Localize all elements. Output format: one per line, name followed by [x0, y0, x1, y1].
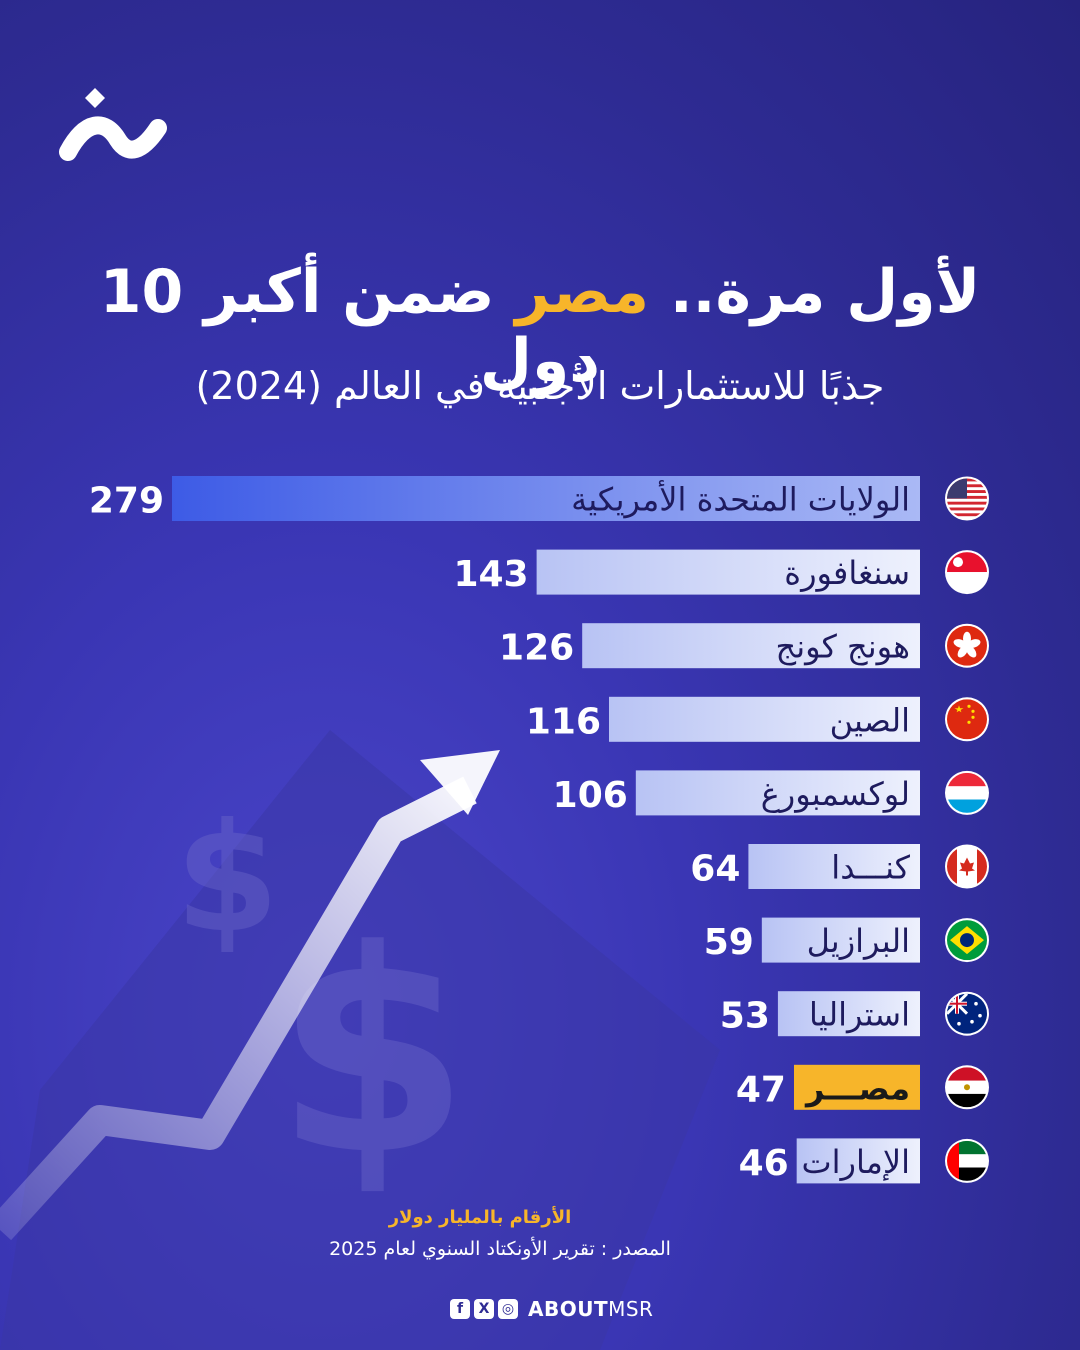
value-label-5: 64 [690, 849, 740, 890]
value-label-8: 47 [736, 1069, 786, 1110]
luxembourg-flag-icon [945, 770, 989, 815]
logo-icon [59, 88, 167, 161]
category-label-3: الصين [830, 701, 910, 739]
china-flag-icon [945, 697, 989, 742]
bar-2 [582, 623, 920, 669]
singapore-flag-icon [945, 550, 989, 595]
category-label-6: البرازيل [807, 922, 910, 960]
us-flag-icon [945, 476, 989, 521]
value-label-4: 106 [553, 775, 628, 816]
svg-text:$: $ [175, 792, 279, 966]
page-title: لأول مرة.. مصر ضمن أكبر 10 دول [99, 257, 981, 396]
bar-chart: الولايات المتحدة الأمريكية 279 سنغافورة 143… [89, 476, 989, 1184]
source-note: المصدر : تقرير الأونكتاد السنوي لعام 202… [329, 1238, 671, 1260]
value-label-1: 143 [453, 554, 528, 595]
x-icon[interactable]: X [474, 1299, 494, 1319]
trend-arrow-icon [0, 750, 500, 1241]
bar-9 [796, 1138, 920, 1184]
value-label-9: 46 [739, 1143, 789, 1184]
unit-note: الأرقام بالمليار دولار [388, 1207, 572, 1228]
category-label-1: سنغافورة [784, 554, 910, 592]
instagram-icon[interactable]: ◎ [498, 1299, 518, 1319]
bar-3 [609, 696, 920, 742]
bar-6 [761, 917, 920, 963]
canada-flag-icon [945, 844, 989, 889]
value-label-2: 126 [499, 628, 574, 669]
value-label-0: 279 [89, 481, 164, 522]
brazil-flag-icon [945, 918, 989, 963]
category-label-5: كنـــدا [831, 849, 910, 887]
category-label-2: هونج كونج [776, 628, 910, 666]
facebook-icon[interactable]: f [450, 1299, 470, 1319]
pyramid-shape [0, 730, 720, 1350]
category-label-8: مصـــر [804, 1069, 910, 1107]
category-label-0: الولايات المتحدة الأمريكية [571, 480, 910, 519]
uae-flag-icon [945, 1138, 989, 1183]
brand-name: ABOUTMSR [528, 1297, 654, 1321]
egypt-flag-icon [945, 1065, 989, 1110]
bar-4 [635, 770, 920, 816]
footer-brand: f X ◎ ABOUTMSR [450, 1296, 653, 1322]
bar-7 [777, 991, 920, 1037]
hong-kong-flag-icon [945, 623, 989, 668]
bar-0 [172, 476, 920, 521]
australia-flag-icon [945, 991, 989, 1036]
bar-5 [748, 844, 920, 889]
category-label-7: استراليا [809, 996, 910, 1034]
title-highlight: مصر [515, 257, 649, 327]
bar-1 [536, 549, 920, 595]
bar-8 [793, 1064, 920, 1110]
page-subtitle: جذبًا للاستثمارات الأجنبية في العالم (20… [195, 364, 885, 408]
category-label-4: لوكسمبورغ [761, 775, 910, 813]
value-label-7: 53 [720, 996, 770, 1037]
dollar-sign-icon: $ [175, 792, 279, 966]
category-label-9: الإمارات [802, 1143, 911, 1181]
value-label-3: 116 [526, 701, 601, 742]
value-label-6: 59 [704, 922, 754, 963]
